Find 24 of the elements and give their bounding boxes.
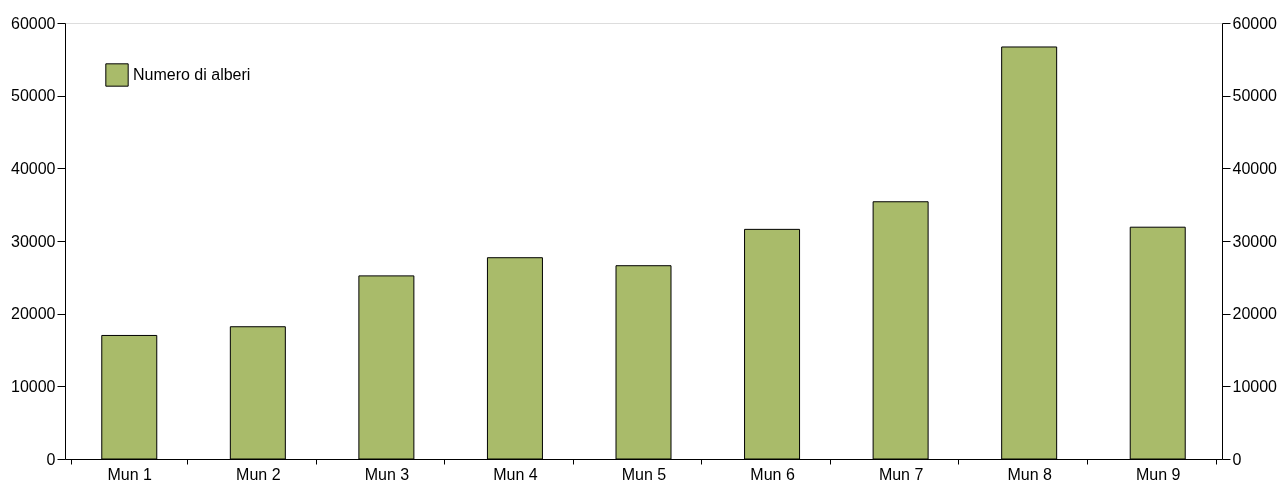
y-tick-label: 40000 xyxy=(11,159,56,177)
x-tick-label: Mun 3 xyxy=(364,465,410,483)
y-tick-label: 0 xyxy=(46,450,56,468)
y2-tick-label: 20000 xyxy=(1232,305,1278,323)
y-tick-label: 50000 xyxy=(11,87,56,105)
y2-tick-label: 40000 xyxy=(1232,159,1278,177)
y2-tick-label: 10000 xyxy=(1232,377,1278,395)
x-tick-label: Mun 4 xyxy=(493,465,538,483)
x-tick-label: Mun 7 xyxy=(878,465,924,483)
y2-tick-label: 30000 xyxy=(1232,232,1278,250)
y-tick-label: 20000 xyxy=(11,305,56,323)
y-tick-label: 60000 xyxy=(11,14,56,32)
x-tick-label: Mun 2 xyxy=(236,465,281,483)
x-tick-label: Mun 8 xyxy=(1007,465,1052,483)
x-tick-label: Mun 1 xyxy=(107,465,153,483)
y2-tick-label: 0 xyxy=(1232,450,1242,468)
y-tick-label: 10000 xyxy=(11,377,56,395)
y2-tick-label: 60000 xyxy=(1232,14,1278,32)
y2-tick-label: 50000 xyxy=(1232,87,1278,105)
x-tick-label: Mun 6 xyxy=(750,465,795,483)
y-tick-label: 30000 xyxy=(11,232,56,250)
x-tick-label: Mun 5 xyxy=(621,465,667,483)
x-tick-label: Mun 9 xyxy=(1135,465,1181,483)
legend-label: Numero di alberi xyxy=(133,66,251,83)
